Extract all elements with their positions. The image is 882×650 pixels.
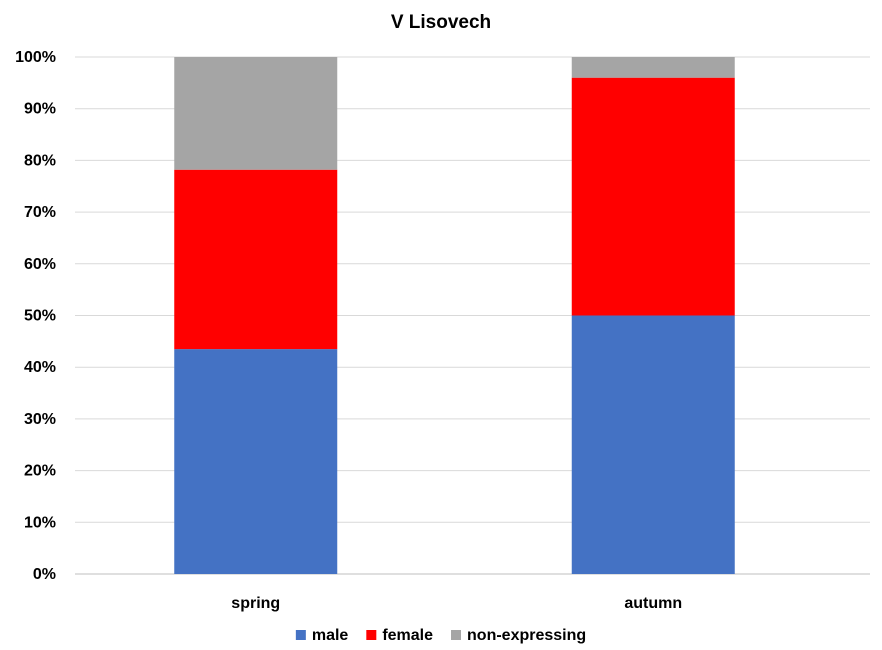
bar-male-autumn	[571, 315, 735, 574]
bar-non-expressing-autumn	[571, 57, 735, 78]
y-tick-label: 20%	[24, 463, 56, 480]
y-tick-label: 90%	[24, 101, 56, 118]
bars-layer	[174, 57, 735, 574]
legend-swatch-female	[366, 630, 377, 640]
bar-female-spring	[174, 169, 338, 350]
bar-non-expressing-spring	[174, 57, 338, 170]
x-axis-categories: spring autumn	[231, 595, 682, 612]
legend-label-female: female	[382, 627, 433, 644]
y-tick-label: 0%	[33, 566, 56, 583]
y-axis-ticks: 0% 10% 20% 30% 40% 50% 60% 70% 80% 90% 100%	[15, 49, 56, 583]
y-tick-label: 100%	[15, 49, 56, 66]
x-category-label: autumn	[624, 595, 682, 612]
y-tick-label: 10%	[24, 514, 56, 531]
y-tick-label: 40%	[24, 359, 56, 376]
x-category-label: spring	[231, 595, 280, 612]
y-tick-label: 70%	[24, 204, 56, 221]
y-tick-label: 80%	[24, 152, 56, 169]
chart-title: V Lisovech	[391, 12, 491, 33]
legend-label-non-expressing: non-expressing	[467, 627, 586, 644]
legend-swatch-male	[295, 630, 306, 640]
bar-male-spring	[174, 349, 338, 574]
legend-swatch-non-expressing	[451, 630, 462, 640]
bar-female-autumn	[571, 77, 735, 316]
y-tick-label: 60%	[24, 256, 56, 273]
y-tick-label: 50%	[24, 308, 56, 325]
legend-label-male: male	[312, 627, 349, 644]
legend: male female non-expressing	[295, 627, 586, 644]
y-tick-label: 30%	[24, 411, 56, 428]
